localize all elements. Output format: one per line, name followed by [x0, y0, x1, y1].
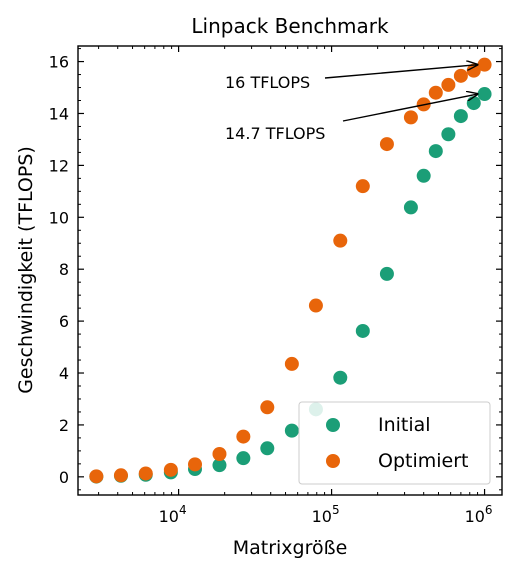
- y-tick-label: 12: [49, 156, 69, 175]
- x-tick-label: 106: [465, 503, 493, 526]
- x-tick-label: 104: [159, 503, 187, 526]
- data-point-initial: [466, 96, 481, 111]
- data-point-optimiert: [428, 85, 443, 100]
- data-point-initial: [236, 451, 251, 466]
- annotation-layer: 16 TFLOPS 14.7 TFLOPS: [225, 65, 478, 143]
- legend: Initial Optimiert: [298, 401, 491, 485]
- data-point-initial: [403, 200, 418, 215]
- y-tick-label: 4: [59, 364, 69, 383]
- data-point-initial: [453, 109, 468, 124]
- y-tick-label: 2: [59, 416, 69, 435]
- legend-label-initial: Initial: [378, 414, 431, 436]
- data-point-optimiert: [138, 466, 153, 481]
- data-layer: [89, 57, 492, 484]
- y-axis-label: Geschwindigkeit (TFLOPS): [15, 146, 37, 394]
- data-point-initial: [441, 127, 456, 142]
- annotation-arrow: [324, 65, 478, 79]
- data-point-initial: [477, 87, 492, 102]
- y-tick-label: 14: [49, 104, 69, 123]
- data-point-optimiert: [260, 400, 275, 415]
- legend-label-optimiert: Optimiert: [378, 450, 468, 472]
- chart-title: Linpack Benchmark: [191, 14, 389, 38]
- data-point-optimiert: [89, 469, 104, 484]
- x-tick-base: 10: [312, 507, 332, 526]
- plot-frame: [77, 45, 503, 496]
- data-point-optimiert: [308, 298, 323, 313]
- legend-box: [298, 401, 491, 485]
- y-tick-label: 10: [49, 208, 69, 227]
- data-point-initial: [416, 168, 431, 183]
- y-tick-label: 16: [49, 53, 69, 72]
- data-point-initial: [428, 144, 443, 159]
- data-point-optimiert: [333, 233, 348, 248]
- data-point-optimiert: [453, 68, 468, 83]
- y-tick-label: 6: [59, 312, 69, 331]
- data-point-initial: [379, 266, 394, 281]
- data-point-initial: [355, 323, 370, 338]
- legend-marker-optimiert: [326, 454, 340, 468]
- data-point-optimiert: [188, 457, 203, 472]
- data-point-optimiert: [441, 77, 456, 92]
- data-point-initial: [333, 370, 348, 385]
- x-tick-exponent: 6: [485, 503, 493, 517]
- series-optimiert: [89, 57, 492, 484]
- annotation-arrow: [342, 94, 478, 122]
- annotation-label: 16 TFLOPS: [225, 73, 310, 92]
- y-tick-label: 0: [59, 468, 69, 487]
- data-point-initial: [212, 458, 227, 473]
- data-point-initial: [260, 441, 275, 456]
- x-axis-label: Matrixgröße: [233, 537, 348, 559]
- legend-marker-initial: [326, 418, 340, 432]
- data-point-optimiert: [284, 356, 299, 371]
- data-point-optimiert: [379, 137, 394, 152]
- data-point-optimiert: [113, 468, 128, 483]
- x-tick-exponent: 5: [332, 503, 340, 517]
- data-point-optimiert: [212, 446, 227, 461]
- x-tick-exponent: 4: [179, 503, 187, 517]
- data-point-optimiert: [477, 57, 492, 72]
- data-point-optimiert: [236, 429, 251, 444]
- data-point-initial: [284, 423, 299, 438]
- data-point-optimiert: [403, 110, 418, 125]
- x-tick-label: 105: [312, 503, 340, 526]
- x-tick-base: 10: [465, 507, 485, 526]
- x-tick-base: 10: [159, 507, 179, 526]
- data-point-optimiert: [163, 462, 178, 477]
- y-tick-label: 8: [59, 260, 69, 279]
- annotation-label: 14.7 TFLOPS: [225, 124, 325, 143]
- data-point-optimiert: [355, 179, 370, 194]
